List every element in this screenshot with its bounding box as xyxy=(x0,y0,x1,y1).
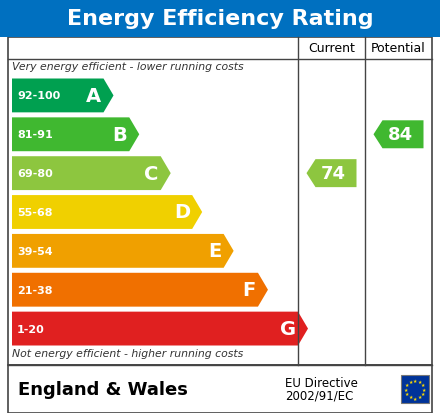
Text: A: A xyxy=(86,87,102,106)
Text: F: F xyxy=(243,280,256,299)
Polygon shape xyxy=(12,157,171,191)
Bar xyxy=(8,365,432,413)
Text: G: G xyxy=(280,319,296,338)
Text: 81-91: 81-91 xyxy=(17,130,53,140)
Text: 1-20: 1-20 xyxy=(17,324,45,334)
Text: 69-80: 69-80 xyxy=(17,169,53,179)
Text: Very energy efficient - lower running costs: Very energy efficient - lower running co… xyxy=(12,62,244,72)
Text: ★: ★ xyxy=(422,387,426,392)
Text: C: C xyxy=(144,164,159,183)
Text: ★: ★ xyxy=(421,391,425,396)
Text: B: B xyxy=(113,126,127,145)
Text: ★: ★ xyxy=(413,396,417,401)
Polygon shape xyxy=(12,273,268,307)
Text: 39-54: 39-54 xyxy=(17,246,53,256)
Polygon shape xyxy=(12,79,114,113)
Bar xyxy=(0,0,440,38)
Text: 2002/91/EC: 2002/91/EC xyxy=(285,389,353,401)
Text: Current: Current xyxy=(308,43,355,55)
Text: ★: ★ xyxy=(413,377,417,382)
Text: 55-68: 55-68 xyxy=(17,207,52,218)
Polygon shape xyxy=(307,160,356,188)
Polygon shape xyxy=(12,234,234,268)
Bar xyxy=(401,375,429,403)
Text: ★: ★ xyxy=(421,382,425,387)
Polygon shape xyxy=(12,118,139,152)
Text: Not energy efficient - higher running costs: Not energy efficient - higher running co… xyxy=(12,348,243,358)
Text: D: D xyxy=(174,203,190,222)
Text: ★: ★ xyxy=(408,379,413,384)
Text: ★: ★ xyxy=(408,394,413,399)
Text: 21-38: 21-38 xyxy=(17,285,52,295)
Text: ★: ★ xyxy=(405,382,409,387)
Text: 84: 84 xyxy=(388,126,413,144)
Text: ★: ★ xyxy=(417,379,422,384)
Text: ★: ★ xyxy=(405,391,409,396)
Polygon shape xyxy=(12,196,202,229)
Text: Energy Efficiency Rating: Energy Efficiency Rating xyxy=(67,9,373,29)
Text: 92-100: 92-100 xyxy=(17,91,60,101)
Text: ★: ★ xyxy=(417,394,422,399)
Text: E: E xyxy=(209,242,222,261)
Text: 74: 74 xyxy=(321,165,346,183)
Polygon shape xyxy=(12,312,308,346)
Text: Potential: Potential xyxy=(371,43,426,55)
Text: EU Directive: EU Directive xyxy=(285,377,358,389)
Text: England & Wales: England & Wales xyxy=(18,380,188,398)
Bar xyxy=(8,38,432,365)
Text: ★: ★ xyxy=(404,387,408,392)
Polygon shape xyxy=(374,121,423,149)
